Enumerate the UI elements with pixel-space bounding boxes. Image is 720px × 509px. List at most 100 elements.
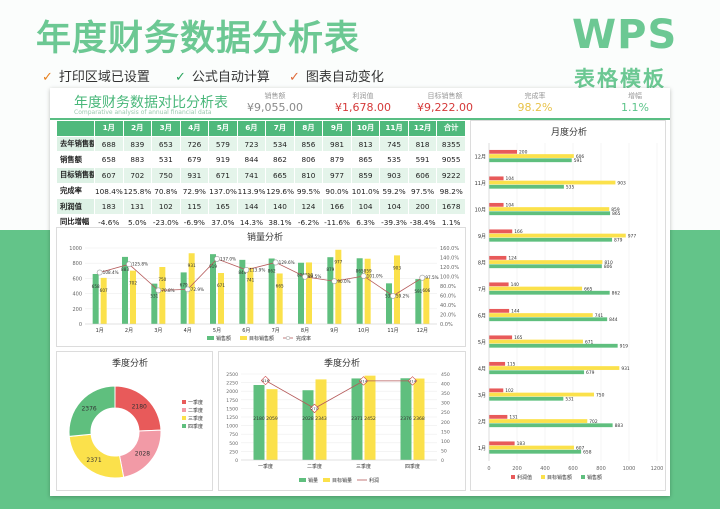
y2-tick-label: 450 (441, 372, 450, 378)
table-cell[interactable]: 108.4% (94, 182, 124, 200)
header-cell: 3月 (151, 120, 181, 137)
legend-swatch-target (240, 336, 247, 340)
table-cell[interactable]: 745 (379, 135, 409, 153)
table-cell[interactable]: 137.0% (208, 182, 238, 200)
table-cell[interactable]: 140 (265, 198, 295, 216)
table-cell[interactable]: 1678 (436, 198, 466, 216)
table-cell[interactable]: 38.1% (265, 214, 295, 231)
table-cell[interactable]: 535 (379, 151, 409, 169)
table-cell[interactable]: 839 (122, 135, 153, 153)
table-cell[interactable]: 688 (94, 135, 124, 153)
table-cell[interactable]: 723 (236, 135, 267, 153)
table-cell[interactable]: 90.0% (322, 182, 352, 200)
table-cell[interactable]: 653 (151, 135, 181, 153)
table-cell[interactable]: -11.6% (322, 214, 352, 231)
target-value-label: 606 (422, 288, 430, 293)
table-cell[interactable]: 166 (322, 198, 352, 216)
row-label[interactable]: 销售额 (56, 151, 95, 169)
table-cell[interactable]: 37.0% (208, 214, 238, 231)
y-tick-label: 1750 (226, 398, 238, 404)
table-cell[interactable]: 144 (236, 198, 267, 216)
table-cell[interactable]: 70.8% (151, 182, 181, 200)
table-cell[interactable]: 591 (407, 151, 438, 169)
y2-tick-label: 150 (441, 429, 450, 435)
table-cell[interactable]: 806 (293, 151, 324, 169)
profit-marker (358, 376, 369, 386)
table-cell[interactable]: 14.3% (236, 214, 267, 231)
row-label[interactable]: 去年销售额 (56, 135, 95, 153)
table-cell[interactable]: 741 (236, 167, 267, 184)
table-cell[interactable]: 665 (265, 167, 295, 184)
table-cell[interactable]: 9222 (436, 167, 466, 184)
table-cell[interactable]: 981 (322, 135, 352, 153)
table-cell[interactable]: 859 (350, 167, 381, 184)
sales-bar (356, 258, 363, 324)
table-cell[interactable]: 5.0% (122, 214, 153, 231)
table-cell[interactable]: 883 (122, 151, 153, 169)
table-cell[interactable]: -4.6% (94, 214, 124, 231)
table-row: 完成率 108.4% 125.8% 70.8% 72.9% 137.0% 113.9% 129… (56, 182, 466, 200)
row-label[interactable]: 目标销售额 (56, 167, 95, 184)
y2-tick-label: 100.0% (440, 275, 459, 281)
feature-label: 打印区域已设置 (58, 70, 150, 85)
table-cell[interactable]: 903 (379, 167, 409, 184)
table-cell[interactable]: 125.8% (122, 182, 153, 200)
table-cell[interactable]: 115 (179, 198, 210, 216)
table-cell[interactable]: -23.0% (151, 214, 181, 231)
table-cell[interactable]: 862 (265, 151, 295, 169)
table-cell[interactable]: 879 (322, 151, 352, 169)
table-cell[interactable]: 606 (407, 167, 438, 184)
table-cell[interactable]: 59.2% (379, 182, 409, 200)
table-cell[interactable]: 183 (94, 198, 124, 216)
header-cell: 9月 (322, 120, 352, 137)
table-cell[interactable]: 98.2% (436, 182, 466, 200)
table-cell[interactable]: 658 (94, 151, 124, 169)
table-cell[interactable]: 165 (208, 198, 238, 216)
table-cell[interactable]: 702 (122, 167, 153, 184)
table-cell[interactable]: 818 (407, 135, 438, 153)
table-cell[interactable]: 750 (151, 167, 181, 184)
table-cell[interactable]: 531 (151, 151, 181, 169)
table-cell[interactable]: 856 (293, 135, 324, 153)
table-cell[interactable]: 101.0% (350, 182, 381, 200)
quarter-bar-chart: 0 250 500 750 1000 1250 1500 1750 2000 2250 2500 0 5… (226, 372, 450, 484)
table-cell[interactable]: 844 (236, 151, 267, 169)
row-label[interactable]: 利润值 (56, 198, 95, 216)
table-cell[interactable]: 99.5% (293, 182, 324, 200)
table-cell[interactable]: 102 (151, 198, 181, 216)
table-cell[interactable]: 1.1% (436, 214, 466, 231)
table-cell[interactable]: 8355 (436, 135, 466, 153)
legend-label: 目标销售额 (249, 335, 274, 342)
table-cell[interactable]: 931 (179, 167, 210, 184)
table-cell[interactable]: 104 (379, 198, 409, 216)
table-cell[interactable]: 124 (293, 198, 324, 216)
bar-value-label: 166 (514, 229, 523, 235)
table-cell[interactable]: 679 (179, 151, 210, 169)
row-label[interactable]: 完成率 (56, 182, 95, 200)
table-cell[interactable]: 579 (208, 135, 238, 153)
table-cell[interactable]: 200 (407, 198, 438, 216)
table-cell[interactable]: 9055 (436, 151, 466, 169)
legend-label: 一季度 (188, 399, 203, 406)
sales-bar (386, 283, 392, 324)
x-tick-label: 12月 (417, 328, 428, 334)
table-cell[interactable]: 97.5% (407, 182, 438, 200)
header-cell: 10月 (350, 120, 381, 137)
table-cell[interactable]: 813 (350, 135, 381, 153)
table-cell[interactable]: 726 (179, 135, 210, 153)
table-cell[interactable]: 671 (208, 167, 238, 184)
table-cell[interactable]: -38.4% (407, 214, 438, 231)
table-cell[interactable]: 919 (208, 151, 238, 169)
table-cell[interactable]: 129.6% (265, 182, 295, 200)
table-cell[interactable]: 810 (293, 167, 324, 184)
table-row: 目标销售额 607 702 750 931 671 741 665 810 977 859 903 60… (56, 167, 466, 184)
table-cell[interactable]: 113.9% (236, 182, 267, 200)
table-cell[interactable]: 977 (322, 167, 352, 184)
table-cell[interactable]: 104 (350, 198, 381, 216)
table-cell[interactable]: 534 (265, 135, 295, 153)
sales-value-label: 862 (268, 268, 276, 273)
table-cell[interactable]: 607 (94, 167, 124, 184)
table-cell[interactable]: 131 (122, 198, 153, 216)
table-cell[interactable]: 865 (350, 151, 381, 169)
table-cell[interactable]: 72.9% (179, 182, 210, 200)
